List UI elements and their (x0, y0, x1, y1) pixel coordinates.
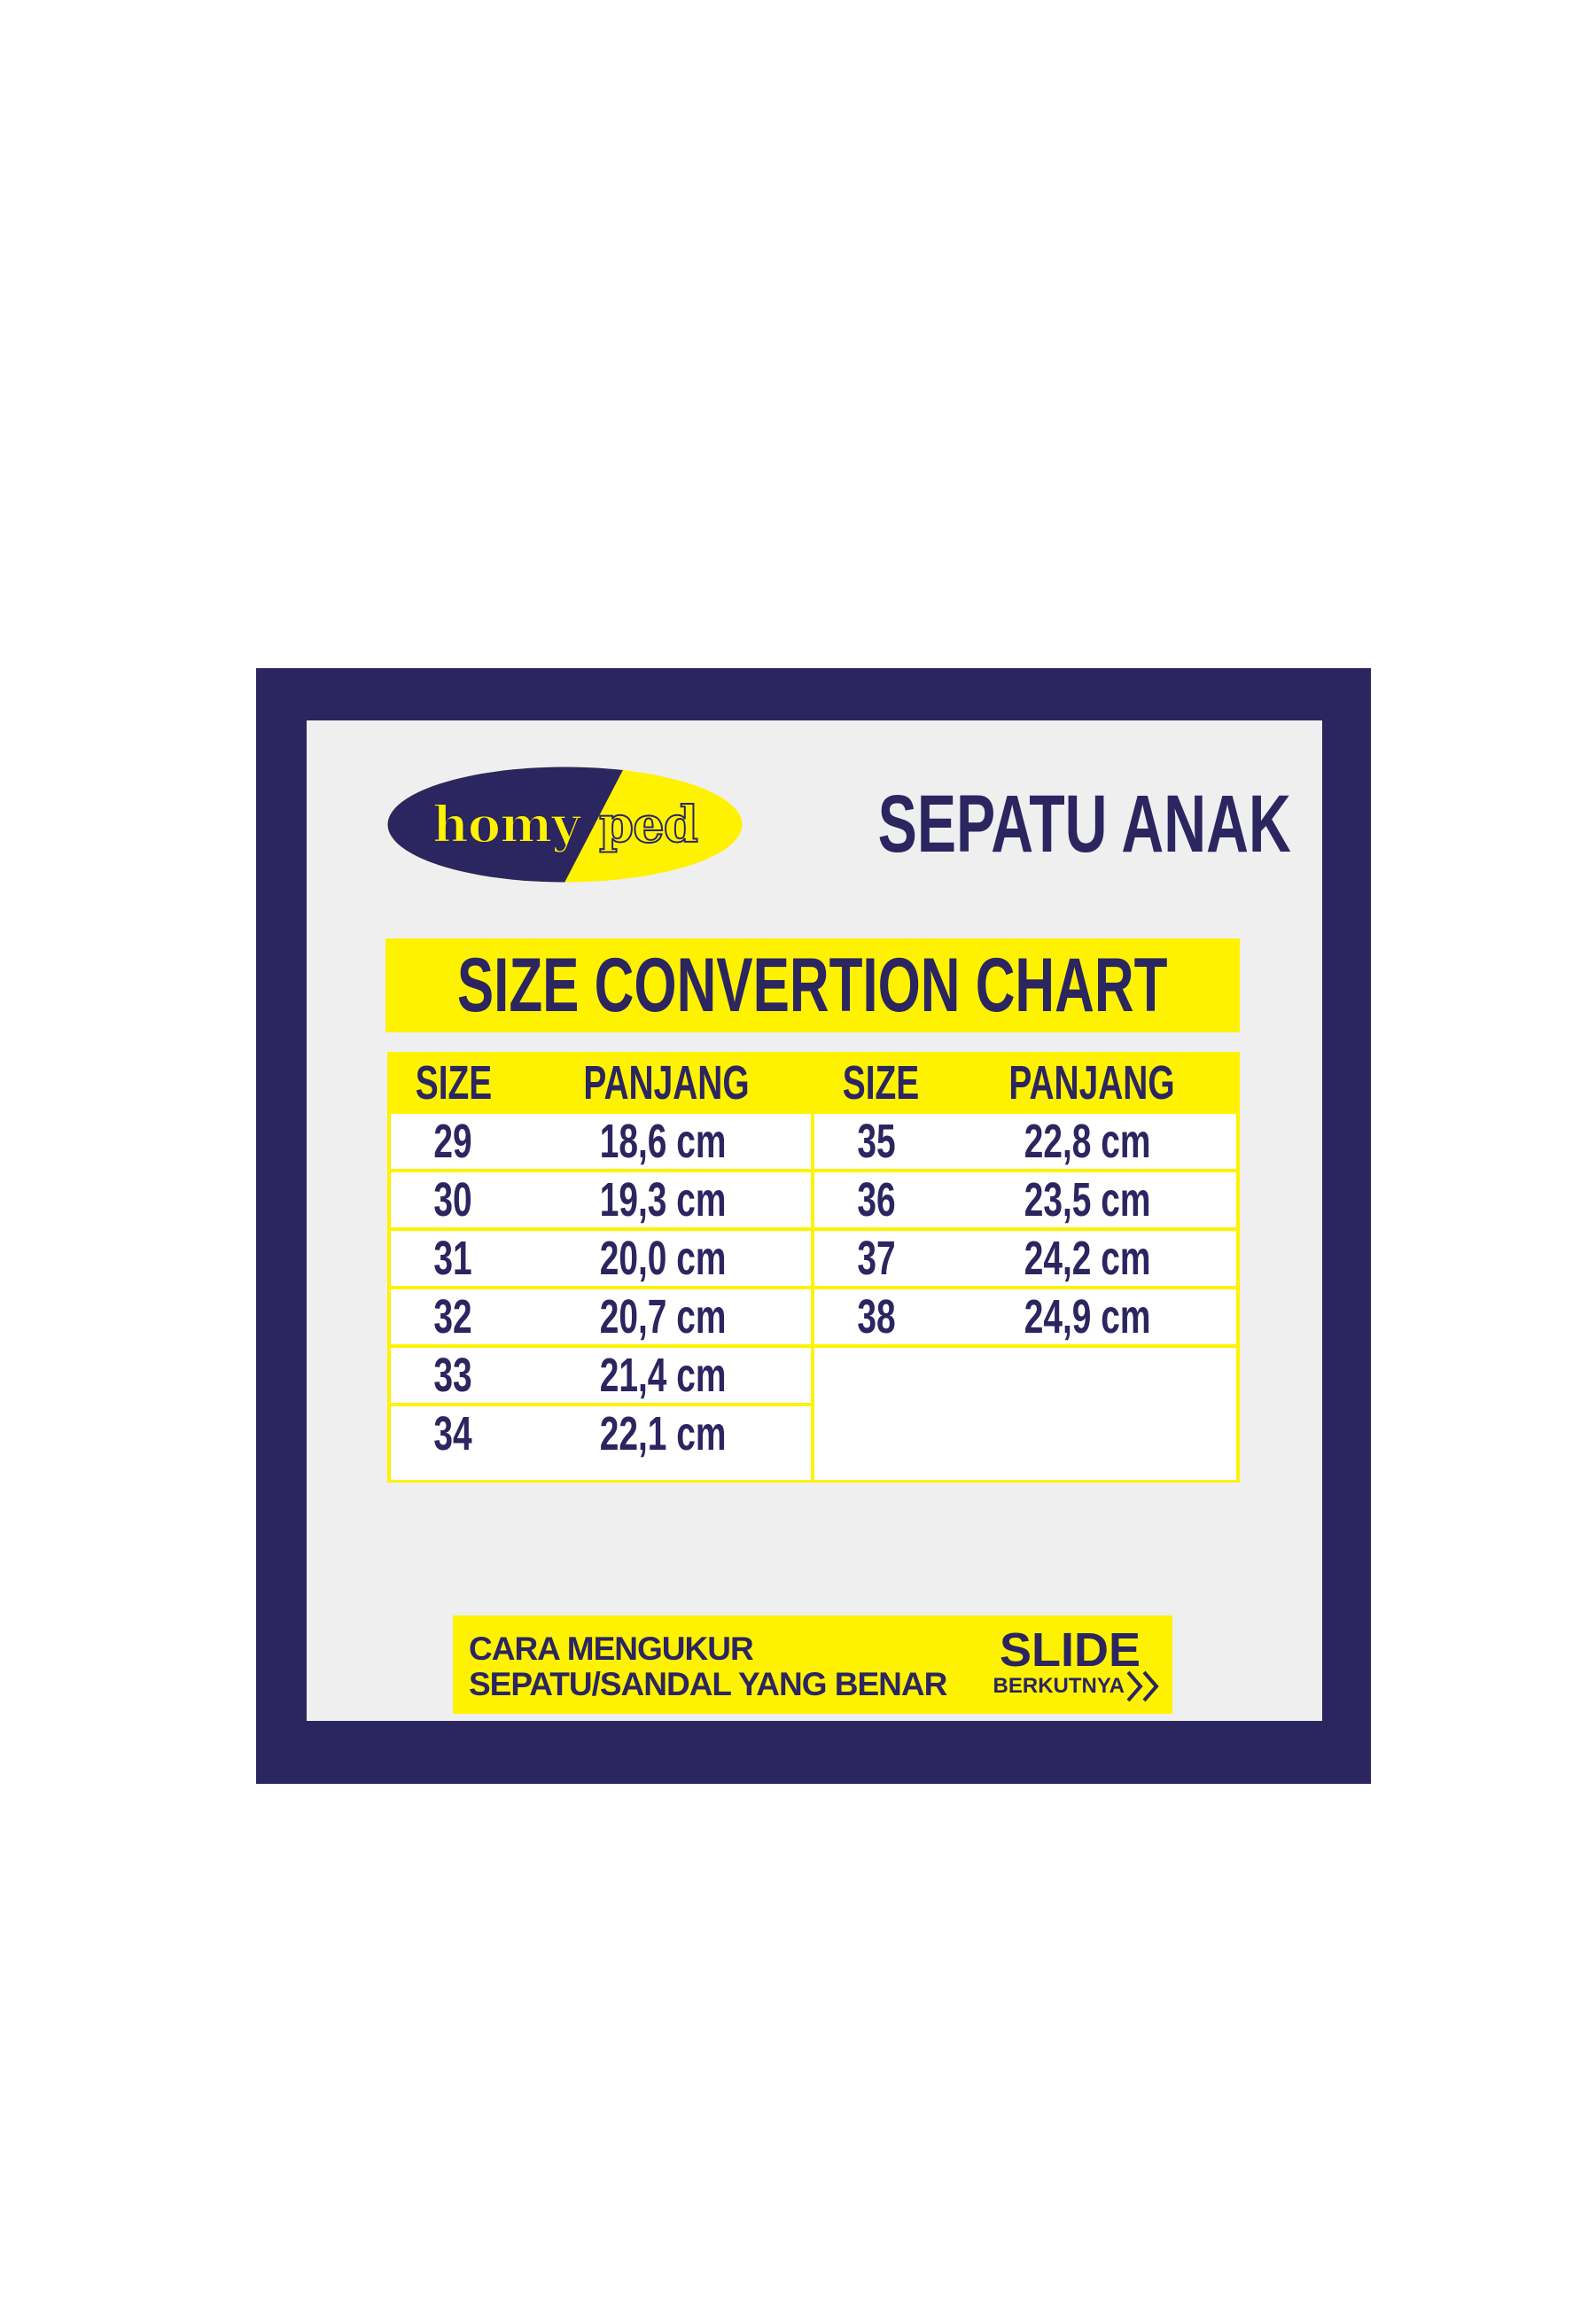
chart-title: SIZE CONVERTION CHART (457, 942, 1168, 1028)
table-row: 31 20,0 cm (391, 1231, 811, 1289)
table-header: SIZE PANJANG SIZE PANJANG (387, 1052, 1240, 1114)
table-row: 37 24,2 cm (814, 1231, 1236, 1289)
header-size: SIZE (415, 1056, 493, 1109)
table-row: 29 18,6 cm (391, 1114, 811, 1172)
chart-title-banner: SIZE CONVERTION CHART (385, 938, 1240, 1032)
table-row: 30 19,3 cm (391, 1172, 811, 1231)
double-chevron-right-icon (1126, 1670, 1159, 1702)
logo-text-homy: homy (432, 795, 581, 855)
slide-label: SLIDE (999, 1623, 1141, 1677)
measure-guide-text: CARA MENGUKUR SEPATU/SANDAL YANG BENAR (469, 1631, 947, 1702)
next-slide-banner[interactable]: CARA MENGUKUR SEPATU/SANDAL YANG BENAR S… (453, 1615, 1172, 1714)
table-row: 34 22,1 cm (433, 1407, 727, 1460)
next-label: BERKUTNYA (993, 1670, 1164, 1702)
table-row: 38 24,9 cm (814, 1289, 1236, 1348)
table-row: 33 21,4 cm (391, 1348, 811, 1406)
header-panjang: PANJANG (583, 1056, 750, 1109)
table-row: 32 20,7 cm (391, 1289, 811, 1348)
table-row: 35 22,8 cm (814, 1114, 1236, 1172)
logo-text-ped: ped (598, 795, 699, 855)
homyped-logo: homy ped (387, 767, 743, 883)
page-title: SEPATU ANAK (877, 779, 1291, 869)
table-row: 36 23,5 cm (814, 1172, 1236, 1231)
table-column-right: 35 22,8 cm 36 23,5 cm 37 24,2 cm 38 24,9 cm (814, 1114, 1236, 1480)
header-size: SIZE (843, 1056, 920, 1109)
header-panjang: PANJANG (1008, 1056, 1175, 1109)
table-column-left: 29 18,6 cm 30 19,3 cm 31 20,0 cm 32 20,7 cm … (391, 1114, 811, 1480)
size-table: SIZE PANJANG SIZE PANJANG 29 18,6 cm 30 19… (387, 1052, 1240, 1483)
